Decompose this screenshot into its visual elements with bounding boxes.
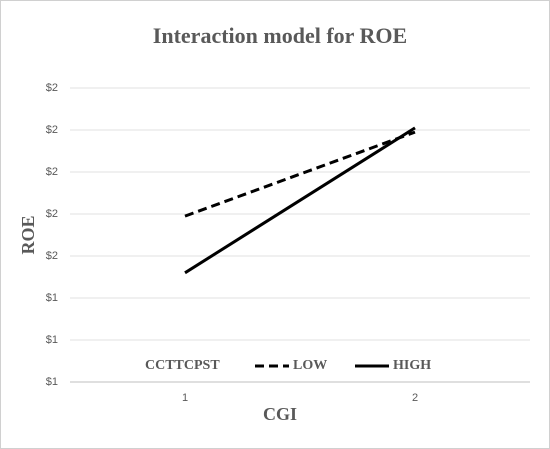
y-tick-label: $1 [46, 334, 58, 346]
x-axis-title: CGI [263, 404, 297, 424]
x-tick-label: 2 [412, 392, 418, 404]
series-line [184, 130, 416, 218]
chart-title: Interaction model for ROE [153, 23, 407, 48]
y-tick-label: $2 [46, 250, 58, 262]
y-tick-label: $1 [46, 376, 58, 388]
y-tick-label: $2 [46, 82, 58, 94]
y-tick-label: $1 [46, 292, 58, 304]
y-axis-title: ROE [18, 215, 38, 254]
x-tick-label: 1 [182, 392, 188, 404]
legend-label: LOW [293, 358, 327, 373]
legend-title: CCTTCPST [145, 358, 220, 373]
legend-label: HIGH [393, 358, 431, 373]
y-tick-label: $2 [46, 208, 58, 220]
series-line [184, 126, 416, 275]
y-tick-label: $2 [46, 166, 58, 178]
y-tick-label: $2 [46, 124, 58, 136]
